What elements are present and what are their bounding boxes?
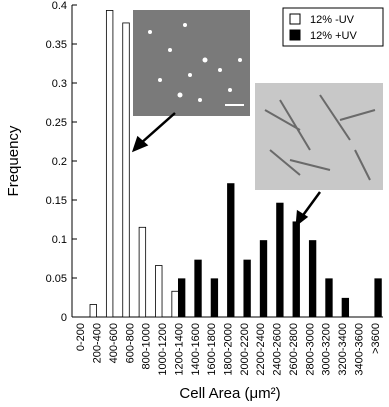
x-tick-label: 600-800 xyxy=(124,323,136,363)
y-tick-label: 0.35 xyxy=(46,39,67,51)
y-tick-label: 0.05 xyxy=(46,273,67,285)
legend-label: 12% -UV xyxy=(310,14,355,26)
x-tick-label: 1000-1200 xyxy=(157,323,169,376)
x-tick-label: 3000-3200 xyxy=(321,323,333,376)
y-tick-label: 0.4 xyxy=(52,0,67,12)
x-tick-label: 2400-2600 xyxy=(272,323,284,376)
bar xyxy=(308,240,317,318)
bar xyxy=(227,183,235,318)
x-tick-label: 400-600 xyxy=(108,323,120,363)
legend-label: 12% +UV xyxy=(310,30,357,42)
bar xyxy=(374,278,382,318)
x-tick-label: 2600-2800 xyxy=(288,323,300,376)
x-tick-label: 2200-2400 xyxy=(255,323,267,376)
y-tick-label: 0.3 xyxy=(52,78,67,90)
x-tick-label: 3200-3400 xyxy=(337,323,349,376)
arrows xyxy=(131,112,322,227)
inset-minus-uv xyxy=(133,10,250,116)
x-tick-label: 1800-2000 xyxy=(223,323,235,376)
bar xyxy=(138,226,147,318)
bar xyxy=(259,240,268,318)
inset-images xyxy=(133,10,383,190)
x-tick-label: 2000-2200 xyxy=(239,323,251,376)
y-tick-label: 0.15 xyxy=(46,195,67,207)
y-axis-label: Frequency xyxy=(5,125,22,196)
bar xyxy=(292,221,300,318)
x-tick-label: 800-1000 xyxy=(141,323,153,370)
legend-swatch xyxy=(289,13,301,25)
inset-plus-uv xyxy=(255,83,383,190)
y-tick-label: 0 xyxy=(61,312,67,324)
bar xyxy=(89,304,97,318)
bar xyxy=(325,278,333,318)
bar xyxy=(122,22,130,318)
x-tick-label: 1600-1800 xyxy=(206,323,218,376)
bar xyxy=(210,278,219,318)
bar xyxy=(194,259,202,318)
y-tick-label: 0.25 xyxy=(46,117,67,129)
bar xyxy=(105,10,114,318)
bar xyxy=(171,290,179,318)
x-tick-label: 3400-3600 xyxy=(353,323,365,376)
x-tick-label: 0-200 xyxy=(75,323,87,351)
bar xyxy=(341,297,350,318)
y-tick-label: 0.1 xyxy=(52,234,67,246)
bar xyxy=(243,259,251,318)
bar xyxy=(155,265,163,318)
x-axis-label: Cell Area (μm²) xyxy=(179,385,280,402)
x-tick-label: 1200-1400 xyxy=(173,323,185,376)
legend-swatch xyxy=(289,29,301,41)
x-tick-label: 1400-1600 xyxy=(190,323,202,376)
bar xyxy=(177,278,186,318)
x-tick-label: 200-400 xyxy=(92,323,104,363)
x-tick-label: >3600 xyxy=(370,323,382,354)
x-tick-label: 2800-3000 xyxy=(304,323,316,376)
y-tick-label: 0.2 xyxy=(52,156,67,168)
bar xyxy=(276,202,284,318)
